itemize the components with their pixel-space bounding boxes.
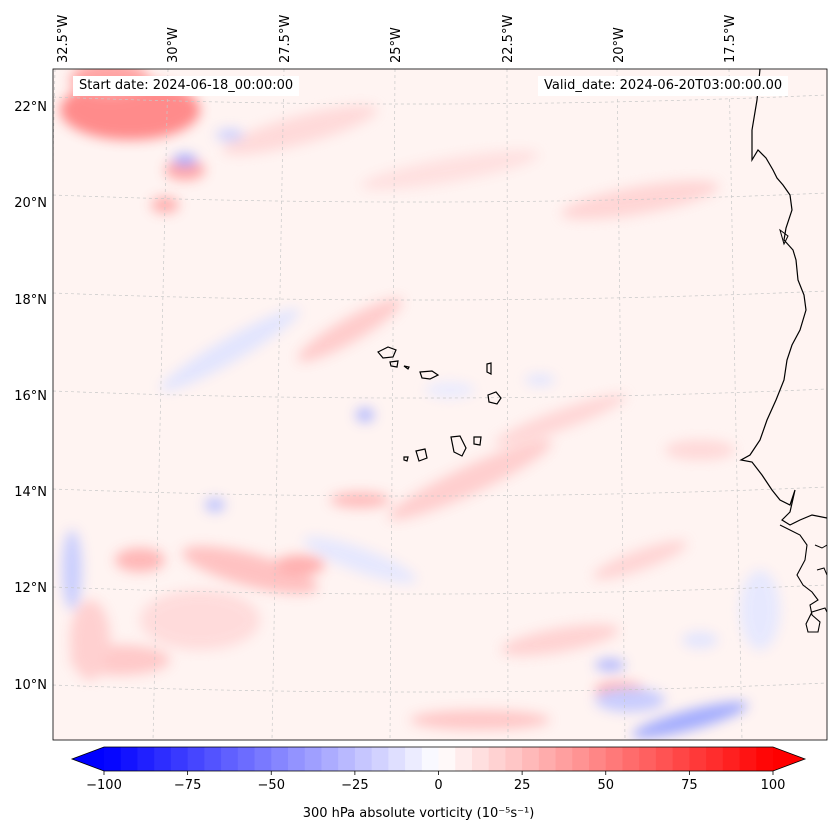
colorbar-bin — [321, 747, 339, 771]
colorbar-bin — [187, 747, 205, 771]
africa-coastline — [739, 69, 827, 526]
colorbar-ticks: −100 −75 −50 −25 0 25 50 75 100 — [86, 771, 785, 793]
colorbar-bin — [371, 747, 389, 771]
colorbar-tick-label: −50 — [258, 778, 285, 793]
colorbar-label: 300 hPa absolute vorticity (10⁻⁵s⁻¹) — [302, 806, 535, 821]
lat-label: 18°N — [14, 293, 47, 308]
colorbar-tick-label: 75 — [681, 778, 698, 793]
colorbar-tick-label: 100 — [761, 778, 786, 793]
colorbar-bin — [639, 747, 657, 771]
colorbar-bin — [221, 747, 239, 771]
colorbar-bin — [304, 747, 323, 771]
colorbar-bin — [488, 747, 507, 771]
valid-date: Valid_date: 2024-06-20T03:00:00.00 — [538, 76, 789, 96]
longitude-labels: 32.5°W 30°W 27.5°W 25°W 22.5°W 20°W 17.5… — [56, 15, 738, 63]
colorbar-tick-label: 50 — [597, 778, 614, 793]
colorbar-bin — [388, 747, 406, 771]
colorbar-bin — [455, 747, 473, 771]
colorbar-tick-label: −75 — [174, 778, 201, 793]
colorbar-bin — [706, 747, 724, 771]
gridlines — [53, 69, 827, 740]
lon-label: 20°W — [612, 27, 627, 63]
colorbar-bin — [421, 747, 440, 771]
lat-label: 10°N — [14, 678, 47, 693]
start-date: Start date: 2024-06-18_00:00:00 — [73, 76, 300, 96]
lon-label: 27.5°W — [278, 15, 293, 63]
lat-label: 20°N — [14, 196, 47, 211]
colorbar-bin — [271, 747, 289, 771]
colorbar-bin — [505, 747, 523, 771]
colorbar-bin — [438, 747, 456, 771]
colorbar-bin — [405, 747, 423, 771]
latitude-labels: 22°N 20°N 18°N 16°N 14°N 12°N 10°N — [14, 100, 47, 693]
colorbar-bin — [354, 747, 373, 771]
lon-label: 32.5°W — [56, 15, 71, 63]
colorbar-bin — [120, 747, 139, 771]
colorbar-bin — [555, 747, 573, 771]
colorbar-extend-low — [72, 747, 104, 771]
colorbar-tick-label: 0 — [434, 778, 442, 793]
colorbar-tick-label: −100 — [86, 778, 122, 793]
colorbar-bin — [722, 747, 741, 771]
colorbar-bin — [154, 747, 172, 771]
colorbar-tick-label: −25 — [341, 778, 368, 793]
cape-verde-islands — [377, 346, 502, 462]
colorbar-bin — [237, 747, 256, 771]
colorbar-tick-label: 25 — [514, 778, 531, 793]
colorbar-bin — [672, 747, 690, 771]
colorbar-bin — [204, 747, 222, 771]
colorbar-extend-high — [773, 747, 805, 771]
lat-label: 14°N — [14, 485, 47, 500]
colorbar-bin — [739, 747, 757, 771]
colorbar-bin — [572, 747, 590, 771]
colorbar-bin — [689, 747, 707, 771]
colorbar-bin — [589, 747, 607, 771]
lon-label: 25°W — [389, 27, 404, 63]
colorbar-bin — [254, 747, 272, 771]
lon-label: 22.5°W — [501, 15, 516, 63]
colorbar-bin — [538, 747, 557, 771]
colorbar — [70, 746, 807, 772]
colorbar-bin — [522, 747, 540, 771]
lon-label: 17.5°W — [723, 15, 738, 63]
colorbar-bin — [471, 747, 490, 771]
vorticity-field — [53, 69, 827, 740]
colorbar-bin — [338, 747, 356, 771]
lat-label: 12°N — [14, 581, 47, 596]
colorbar-bin — [287, 747, 306, 771]
colorbar-bin — [655, 747, 674, 771]
lat-label: 16°N — [14, 389, 47, 404]
colorbar-bin — [756, 747, 774, 771]
colorbar-bin — [622, 747, 640, 771]
lat-label: 22°N — [14, 100, 47, 115]
colorbar-bin — [605, 747, 624, 771]
lon-label: 30°W — [166, 27, 181, 63]
colorbar-bin — [137, 747, 155, 771]
colorbar-bin — [104, 747, 122, 771]
colorbar-bin — [170, 747, 189, 771]
